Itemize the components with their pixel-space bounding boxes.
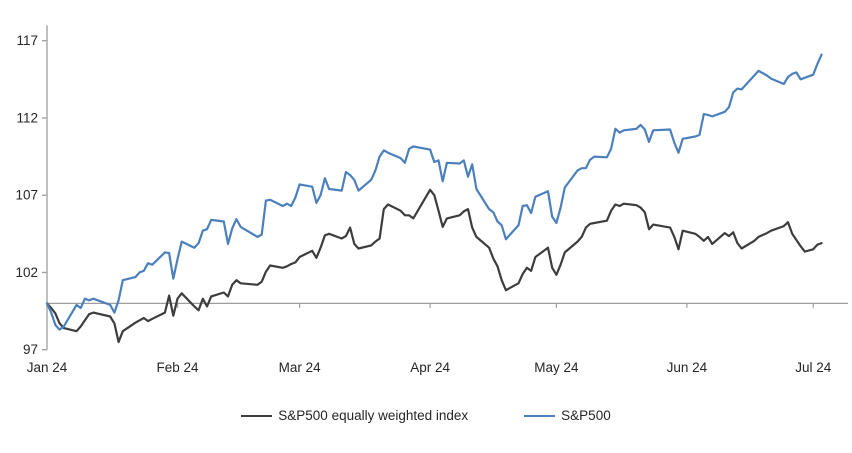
y-tick-label: 102 [15, 265, 38, 280]
y-tick-label: 107 [15, 188, 38, 203]
legend-item-sp500: S&P500 [524, 409, 611, 423]
x-tick-label: Jun 24 [667, 360, 708, 375]
x-tick-label: Apr 24 [410, 360, 450, 375]
x-tick-label: Mar 24 [279, 360, 322, 375]
legend-line-sample-equal-weight [241, 415, 273, 417]
x-tick-label: Jul 24 [795, 360, 832, 375]
x-tick-label: Feb 24 [156, 360, 199, 375]
legend-item-equal-weight: S&P500 equally weighted index [241, 409, 468, 423]
legend-label-sp500: S&P500 [561, 408, 611, 423]
x-tick-label: May 24 [534, 360, 579, 375]
y-tick-label: 112 [16, 110, 38, 125]
chart-legend: S&P500 equally weighted index S&P500 [0, 409, 852, 423]
x-tick-label: Jan 24 [27, 360, 68, 375]
series-line-sp500 [45, 53, 823, 331]
price-chart: 97 102 107 112 117 Jan 24 Feb 24 Mar 24 Apr 24 Ma… [15, 25, 848, 375]
y-tick-label: 117 [16, 33, 38, 48]
legend-line-sample-sp500 [524, 415, 556, 417]
series-line-equal-weight [45, 188, 823, 344]
y-tick-label: 97 [23, 342, 38, 357]
legend-label-equal-weight: S&P500 equally weighted index [278, 408, 469, 423]
